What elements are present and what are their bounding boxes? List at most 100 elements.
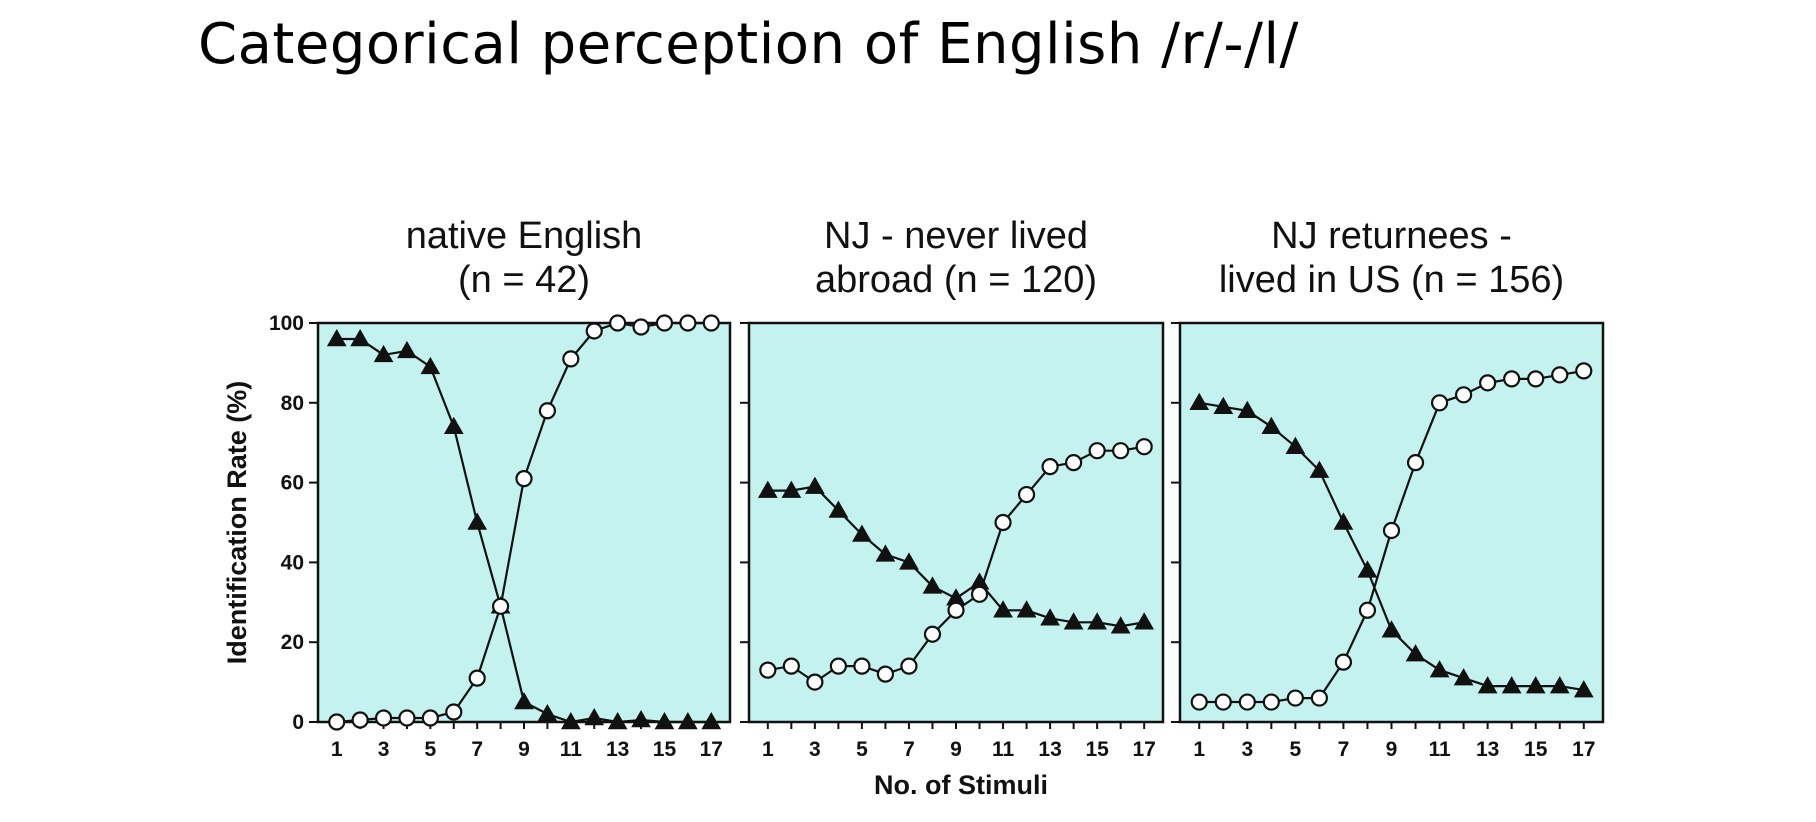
triangle-point [560, 711, 581, 730]
triangle-point [852, 524, 872, 542]
triangle-point [1261, 416, 1282, 434]
circle-point [702, 314, 720, 332]
x-tick-label: 17 [1133, 738, 1156, 761]
circle-point [853, 657, 871, 675]
triangle-point [875, 544, 896, 562]
circle-point [585, 322, 603, 340]
x-tick-label: 5 [856, 738, 868, 761]
circle-point [351, 711, 369, 729]
circle-point [1135, 438, 1153, 456]
circle-point [1262, 693, 1280, 711]
circle-point [1430, 394, 1449, 412]
triangle-point [350, 328, 370, 347]
circle-point [632, 318, 650, 336]
triangle-point [701, 711, 722, 730]
circle-point [1190, 693, 1208, 711]
triangle-point [1285, 436, 1306, 454]
triangle-point [1549, 676, 1570, 694]
circle-point [1382, 521, 1401, 540]
triangle-point [443, 416, 464, 434]
panel-title-line: native English [406, 215, 643, 257]
triangle-point [420, 356, 441, 375]
circle-point [328, 713, 346, 731]
circle-point [1575, 362, 1593, 380]
series-open-circle [759, 438, 1153, 691]
panel-title-line: NJ - never lived [824, 215, 1088, 257]
circle-point [923, 625, 942, 643]
plot-area [747, 321, 1165, 724]
y-tick-label: 40 [281, 551, 304, 574]
circle-point [468, 669, 486, 687]
circle-point [829, 657, 847, 675]
triangle-point [467, 512, 488, 530]
triangle-point [1501, 676, 1522, 694]
x-tick-label: 13 [606, 738, 629, 761]
circle-point [759, 661, 777, 679]
x-tick-label: 11 [560, 738, 583, 761]
x-tick-label: 11 [992, 738, 1015, 761]
series-filled-triangle [757, 476, 1155, 634]
triangle-point [1357, 560, 1378, 578]
series-filled-triangle [326, 328, 722, 730]
circle-point [1551, 366, 1569, 384]
triangle-point [1040, 608, 1060, 626]
triangle-point [1063, 612, 1084, 630]
circle-point [782, 657, 800, 675]
x-tick-label: 7 [1338, 738, 1350, 761]
circle-point [655, 314, 674, 332]
x-tick-label: 17 [700, 738, 723, 761]
x-tick-label: 5 [425, 738, 437, 761]
x-tick-label: 11 [1428, 738, 1451, 761]
y-tick-label: 20 [281, 631, 304, 654]
x-tick-label: 15 [1085, 738, 1109, 761]
triangle-point [678, 711, 698, 730]
triangle-point [1189, 392, 1210, 411]
circle-point [1112, 442, 1130, 460]
triangle-point [514, 692, 534, 710]
y-axis-label: Identification Rate (%) [222, 381, 252, 665]
x-tick-label: 3 [1241, 738, 1253, 761]
triangle-point [922, 576, 943, 594]
x-tick-label: 13 [1476, 738, 1499, 761]
x-tick-label: 3 [378, 738, 390, 761]
x-tick-label: 7 [471, 738, 483, 761]
triangle-point [654, 711, 675, 730]
triangle-point [631, 709, 651, 728]
triangle-point [1525, 676, 1546, 694]
triangle-point [1237, 400, 1258, 419]
x-tick-label: 9 [950, 738, 962, 761]
circle-point [491, 597, 510, 615]
panel-title-line: abroad (n = 120) [815, 259, 1097, 301]
circle-point [421, 709, 439, 727]
triangle-point [1134, 612, 1155, 630]
circle-point [1455, 386, 1473, 404]
circle-point [1041, 458, 1059, 476]
series-open-circle [1190, 362, 1593, 711]
triangle-point [1453, 668, 1474, 686]
x-tick-label: 9 [518, 738, 530, 761]
x-tick-label: 1 [331, 738, 343, 761]
triangle-point [584, 708, 605, 726]
x-tick-label: 7 [903, 738, 915, 761]
plot-area [316, 321, 732, 724]
circle-point [609, 314, 627, 332]
panel-title-line: (n = 42) [458, 259, 590, 301]
circle-point [445, 703, 463, 721]
circle-point [679, 314, 697, 332]
circle-point [515, 470, 533, 488]
panel-title-line: lived in US (n = 156) [1219, 259, 1564, 301]
x-tick-label: 1 [762, 738, 774, 761]
circle-point [1214, 693, 1232, 711]
circle-point [1238, 693, 1256, 711]
x-tick-label: 15 [1524, 738, 1548, 761]
triangle-point [1016, 600, 1037, 618]
triangle-point [326, 328, 347, 347]
triangle-point [607, 711, 628, 730]
series-open-circle [328, 314, 720, 731]
triangle-point [828, 500, 849, 518]
triangle-point [1573, 680, 1594, 698]
circle-point [1479, 374, 1497, 392]
